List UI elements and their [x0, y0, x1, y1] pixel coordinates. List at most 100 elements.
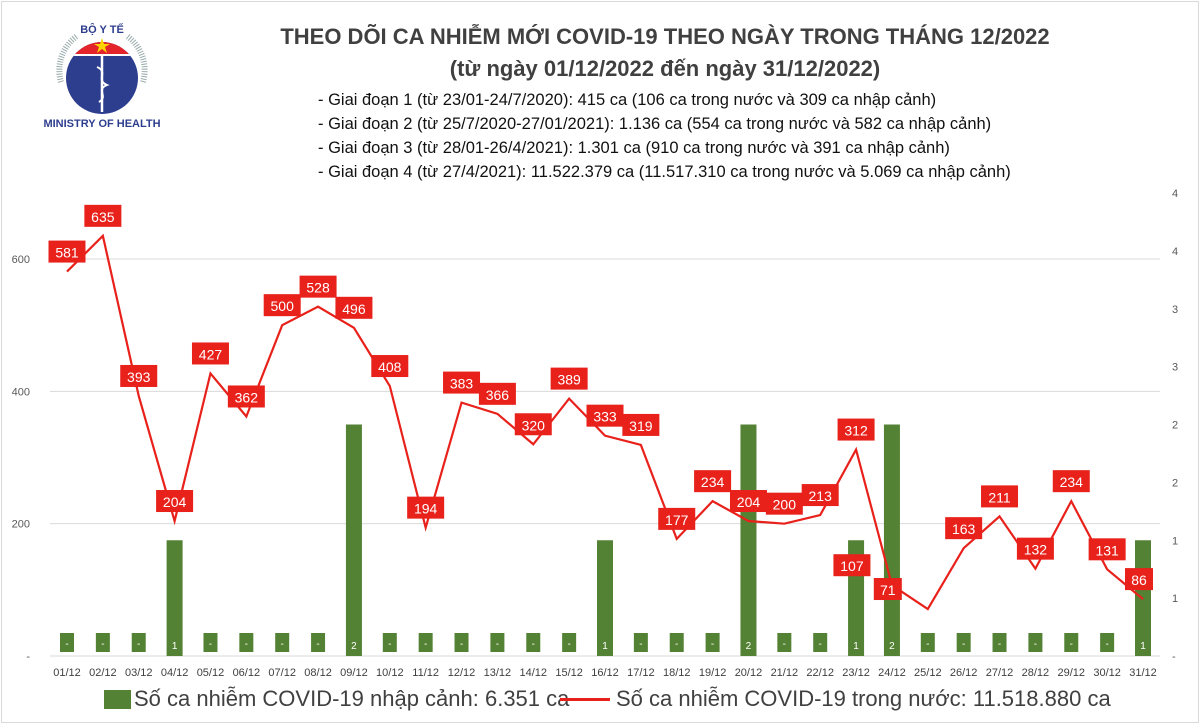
bar-zero-marker: [562, 633, 577, 652]
notes: - Giai đoạn 1 (từ 23/01-24/7/2020): 415 …: [318, 88, 1011, 184]
data-label: 131: [1095, 542, 1119, 558]
bar: [166, 540, 183, 656]
data-label-box: [1052, 470, 1090, 493]
x-tick-label: 27/12: [986, 667, 1014, 679]
x-tick-label: 01/12: [53, 667, 81, 679]
x-tick-label: 05/12: [197, 667, 225, 679]
x-tick-label: 21/12: [771, 667, 799, 679]
bar-zero-marker: [1028, 633, 1043, 652]
right-tick-label: 4: [1172, 246, 1178, 258]
x-tick-label: 12/12: [448, 667, 476, 679]
data-label: 177: [665, 512, 689, 528]
data-label: 319: [629, 418, 653, 434]
bar-label: -: [819, 639, 822, 650]
data-label-box: [765, 492, 803, 515]
left-tick-label: -: [26, 651, 30, 663]
x-tick-label: 30/12: [1093, 667, 1121, 679]
bar-label: 2: [746, 641, 752, 652]
data-label: 213: [809, 488, 833, 504]
x-tick-label: 03/12: [125, 667, 153, 679]
bar-zero-marker: [60, 633, 74, 652]
data-label-box: [48, 240, 86, 263]
data-label-box: [586, 404, 624, 427]
bar: [345, 424, 362, 656]
data-label: 408: [378, 359, 402, 375]
data-label: 500: [271, 298, 295, 314]
data-label: 393: [127, 369, 151, 385]
x-tick-label: 09/12: [340, 667, 368, 679]
bar-label: -: [783, 639, 786, 650]
bar-label: -: [962, 639, 965, 650]
bar-zero-marker: [131, 633, 146, 652]
bar-label: -: [926, 639, 929, 650]
bar-zero-marker: [382, 633, 397, 652]
data-label: 204: [737, 494, 761, 510]
x-tick-label: 25/12: [914, 667, 942, 679]
data-label-box: [833, 554, 871, 577]
right-tick-label: 1: [1172, 593, 1178, 605]
note-1: - Giai đoạn 1 (từ 23/01-24/7/2020): 415 …: [318, 91, 937, 109]
bar-label: -: [711, 639, 714, 650]
logo-top-text: BỘ Y TẾ: [80, 23, 124, 36]
bar-label: 1: [172, 641, 178, 652]
x-tick-label: 10/12: [376, 667, 404, 679]
bar-zero-marker: [311, 633, 326, 652]
legend-bar-label: Số ca nhiễm COVID-19 nhập cảnh: 6.351 ca: [134, 686, 570, 711]
bar-label: -: [532, 639, 535, 650]
right-tick-label: 4: [1172, 188, 1178, 200]
bar-zero-marker: [777, 633, 792, 652]
x-tick-label: 02/12: [89, 667, 117, 679]
bar-zero-marker: [956, 633, 971, 652]
data-label: 362: [235, 389, 259, 405]
data-label-box: [694, 470, 732, 493]
data-label: 107: [840, 558, 864, 574]
bar-label: 1: [602, 641, 608, 652]
data-label-box: [299, 275, 337, 298]
bar-label: -: [675, 639, 678, 650]
legend-bar: Số ca nhiễm COVID-19 nhập cảnh: 6.351 ca: [104, 686, 569, 712]
data-label-box: [120, 364, 158, 387]
bar-label: -: [460, 639, 463, 650]
data-label-box: [873, 578, 902, 601]
bar-label: 2: [351, 641, 357, 652]
data-label: 86: [1131, 572, 1147, 588]
ministry-logo: BỘ Y TẾ MINISTRY OF HEALTH: [43, 23, 160, 130]
chart-title: THEO DÕI CA NHIỄM MỚI COVID-19 THEO NGÀY…: [280, 24, 1050, 49]
data-label: 132: [1024, 542, 1048, 558]
bar-zero-marker: [418, 633, 433, 652]
bar-label: -: [281, 639, 284, 650]
data-label-box: [1088, 538, 1126, 561]
bar: [597, 540, 613, 656]
chart-subtitle: (từ ngày 01/12/2022 đến ngày 31/12/2022): [449, 56, 881, 81]
legend-line-swatch: [560, 697, 610, 701]
right-tick-label: 2: [1172, 420, 1178, 432]
line-series: [66, 233, 1144, 611]
data-label-box: [335, 296, 373, 319]
bar-label: -: [998, 639, 1001, 650]
data-label: 383: [450, 376, 474, 392]
data-label-box: [658, 507, 696, 530]
bar-label: -: [639, 639, 642, 650]
bar-zero-marker: [992, 633, 1007, 652]
x-tick-label: 23/12: [842, 667, 870, 679]
data-label-box: [191, 342, 229, 365]
data-label-box: [550, 367, 588, 390]
bar-zero-marker: [633, 633, 648, 652]
x-tick-label: 07/12: [268, 667, 296, 679]
bar-zero-marker: [95, 633, 110, 652]
data-label: 427: [199, 346, 223, 362]
bar-label: -: [245, 639, 248, 650]
bar: [883, 424, 900, 656]
legend-bar-swatch: [104, 689, 131, 709]
bar: [740, 424, 757, 656]
x-tick-label: 19/12: [699, 667, 727, 679]
x-tick-label: 22/12: [806, 667, 834, 679]
data-label: 366: [486, 387, 510, 403]
bar-label: 2: [889, 641, 895, 652]
logo-bottom-text: MINISTRY OF HEALTH: [43, 118, 160, 130]
data-label-box: [622, 413, 660, 436]
x-tick-label: 04/12: [161, 667, 189, 679]
x-tick-label: 31/12: [1129, 667, 1157, 679]
data-label: 200: [773, 497, 797, 513]
